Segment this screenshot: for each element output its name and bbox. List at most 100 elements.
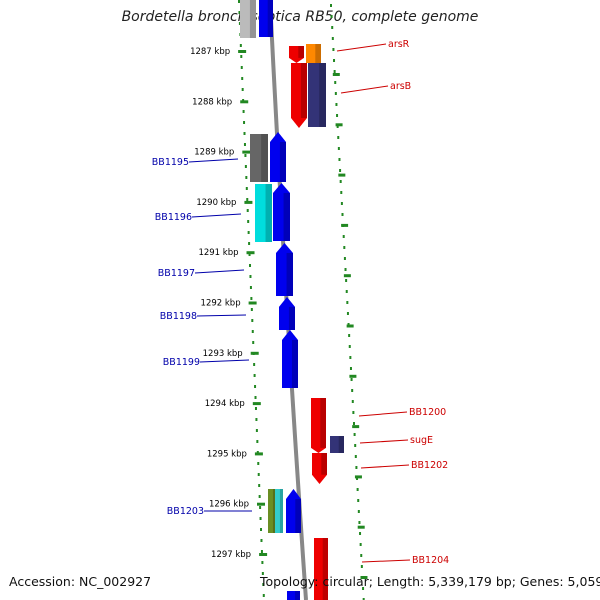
major-tick-right (346, 324, 354, 328)
leader-line (358, 411, 408, 417)
track-dot (249, 275, 252, 278)
track-dot (251, 319, 254, 322)
gene-label-bb1195[interactable]: BB1195 (152, 157, 189, 168)
gene-partial-bottom[interactable] (287, 591, 300, 600)
gene-sugE-arrow[interactable] (311, 436, 326, 453)
gene-arsb-block[interactable] (308, 63, 326, 127)
track-dot (338, 158, 341, 161)
track-dot (243, 132, 246, 135)
gene-cyan-block-shade (265, 184, 272, 242)
track-dot (246, 209, 249, 212)
track-dot (356, 477, 359, 480)
gene-olive-block[interactable] (268, 489, 276, 533)
track-dot (348, 345, 351, 348)
tick-label: 1291 kbp (198, 248, 238, 258)
major-tick-left (240, 100, 249, 104)
track-dot (239, 44, 242, 47)
gene-teal-block[interactable] (275, 489, 283, 533)
track-dot (355, 466, 358, 469)
gene-label-arsb[interactable]: arsB (390, 81, 411, 92)
gene-label-bb1198[interactable]: BB1198 (160, 311, 197, 322)
gene-label-bb1204[interactable]: BB1204 (412, 555, 449, 566)
gene-red-long[interactable] (291, 63, 307, 128)
gene-label-bb1200[interactable]: BB1200 (409, 407, 446, 418)
gene-bb1195-arrow[interactable] (270, 132, 286, 182)
track-dot (259, 506, 262, 509)
track-dot (254, 385, 257, 388)
track-dot (252, 341, 255, 344)
gene-label-arsr[interactable]: arsR (388, 39, 410, 50)
gene-label-bb1197[interactable]: BB1197 (158, 268, 195, 279)
track-dot (258, 495, 261, 498)
leader-line (191, 213, 242, 218)
track-dot (240, 66, 243, 69)
gene-gray-block[interactable] (250, 134, 268, 182)
gene-bb1204-block-shade (322, 538, 328, 600)
gene-cyan-block[interactable] (255, 184, 272, 242)
gene-label-bb1199[interactable]: BB1199 (163, 357, 200, 368)
track-dot (350, 378, 353, 381)
gene-bb1203-arrow[interactable] (286, 489, 301, 533)
gene-features (240, 0, 344, 600)
gene-label-bb1203[interactable]: BB1203 (167, 506, 204, 517)
gene-bb1198-arrow[interactable] (279, 297, 295, 330)
major-tick-left (257, 502, 266, 506)
major-tick-left (252, 402, 261, 406)
gene-sugE-block[interactable] (330, 436, 344, 453)
track-dot (331, 26, 334, 29)
track-dot (336, 125, 339, 128)
major-tick-right (332, 73, 340, 76)
track-dot (341, 213, 344, 216)
track-dot (343, 246, 346, 249)
gene-partial-gray[interactable] (240, 0, 256, 38)
gene-partial-gray-shade (249, 0, 256, 38)
track-dot (354, 444, 357, 447)
gene-bb1197-arrow[interactable] (276, 243, 293, 296)
leader-line (199, 359, 250, 363)
track-dot (357, 510, 360, 513)
tick-label: 1295 kbp (207, 449, 247, 459)
track-dot (346, 301, 349, 304)
track-dot (257, 473, 260, 476)
gene-bb1204-block[interactable] (314, 538, 328, 600)
gene-bb1202-arrow[interactable] (312, 453, 327, 484)
track-dot (249, 264, 252, 267)
gene-bb1199-arrow-shade (291, 340, 298, 388)
gene-bb1199-arrow[interactable] (282, 330, 298, 388)
major-tick-left (248, 301, 257, 305)
gene-gray-block-shade (261, 134, 268, 182)
track-dot (331, 37, 334, 40)
gene-bb1196-arrow[interactable] (273, 183, 290, 241)
leader-line (194, 269, 245, 274)
gene-label-bb1196[interactable]: BB1196 (155, 212, 192, 223)
gene-bb1202-arrow-shade (321, 453, 327, 475)
track-dot (250, 308, 253, 311)
track-dot (342, 235, 345, 238)
track-dot (333, 59, 336, 62)
tick-label: 1293 kbp (203, 349, 243, 359)
gene-bb1197-arrow-shade (286, 253, 293, 296)
track-dot (247, 231, 250, 234)
gene-arsr-arrow[interactable] (289, 46, 304, 63)
track-dot (344, 268, 347, 271)
track-dot (339, 169, 342, 172)
major-tick-left (238, 50, 247, 53)
track-dot (349, 367, 352, 370)
track-dot (257, 462, 260, 465)
leader-line (188, 158, 239, 163)
major-tick-left (244, 200, 253, 204)
tick-column-left (238, 0, 268, 597)
track-dot (336, 114, 339, 117)
tick-label: 1294 kbp (205, 399, 245, 409)
track-dot (245, 187, 248, 190)
track-dot (253, 374, 256, 377)
gene-partial-bottom-shade (295, 591, 300, 600)
gene-label-bb1202[interactable]: BB1202 (411, 460, 448, 471)
track-dot (354, 455, 357, 458)
gene-label-suge[interactable]: sugE (410, 435, 433, 446)
gene-partial-blue[interactable] (259, 0, 273, 37)
track-dot (348, 334, 351, 337)
track-dot (249, 286, 252, 289)
gene-arsr-orange[interactable] (306, 44, 321, 63)
major-tick-left (242, 150, 251, 154)
